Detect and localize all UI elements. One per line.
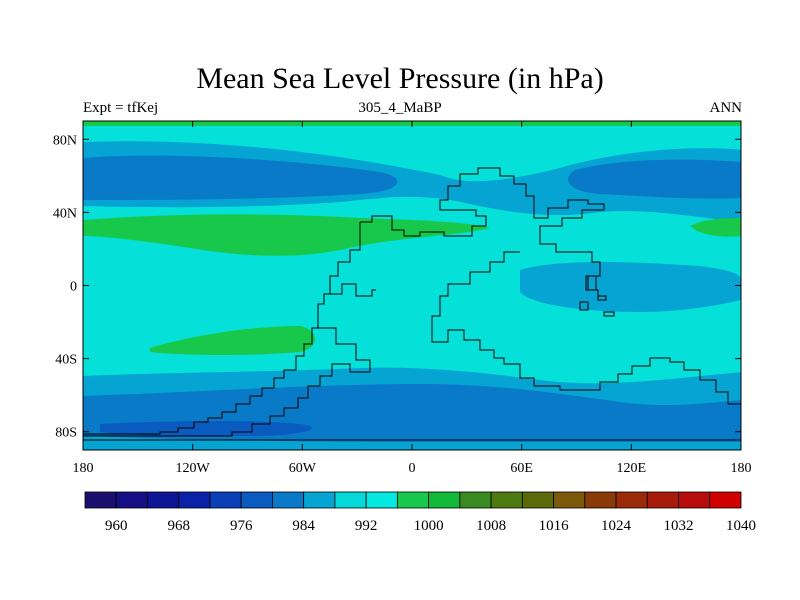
colorbar-label: 976 (230, 518, 253, 534)
colorbar-swatch (709, 491, 742, 509)
colorbar-swatch (334, 491, 367, 509)
colorbar-swatch (490, 491, 523, 509)
y-tick-label: 0 (70, 280, 77, 295)
north-pacific-high-east (690, 218, 741, 237)
colorbar-swatch (84, 491, 117, 509)
colorbar-label: 960 (105, 518, 128, 534)
season-label: ANN (709, 100, 743, 116)
pressure-map (83, 121, 741, 450)
time-label: 305_4_MaBP (358, 100, 442, 116)
colorbar-swatch (396, 491, 430, 509)
colorbar-swatch (646, 491, 679, 509)
y-tick-label: 40S (55, 353, 77, 368)
colorbar-swatch (209, 491, 242, 509)
colorbar-label: 984 (292, 518, 315, 534)
south-subtropical-high (150, 326, 315, 355)
map-axes: 180 120W 60W 0 60E 120E 180 80N 40N 0 40S 80S (53, 121, 752, 476)
colorbar-swatch (428, 491, 461, 509)
colorbar-swatch (521, 491, 554, 509)
x-tick-label: 60W (289, 461, 317, 476)
colorbar-label: 1000 (414, 518, 444, 534)
colorbar-swatch (615, 491, 648, 509)
north-low-inner (83, 155, 398, 200)
experiment-label: Expt = tfKej (83, 100, 159, 116)
colorbar-swatch (178, 491, 211, 509)
colorbar-swatch (272, 491, 305, 509)
colorbar-swatch (147, 491, 180, 509)
coastline-southern-continent (83, 222, 741, 441)
x-tick-label: 120W (176, 461, 211, 476)
y-tick-label: 40N (53, 206, 77, 221)
x-tick-label: 120E (617, 461, 647, 476)
colorbar-swatch (240, 491, 273, 509)
colorbar-label: 1024 (601, 518, 632, 534)
y-tick-label: 80N (53, 133, 77, 148)
colorbar-swatch (459, 491, 492, 509)
equatorial-trough (520, 262, 741, 312)
x-tick-label: 60E (510, 461, 533, 476)
coastline-islands (579, 275, 615, 317)
colorbar-swatch (678, 491, 711, 509)
colorbar-swatch (115, 491, 148, 509)
colorbar-swatch (303, 491, 336, 509)
north-subtropical-high (83, 214, 490, 256)
colorbar-label: 1016 (539, 518, 570, 534)
colorbar-label: 1032 (664, 518, 694, 534)
colorbar-swatch (584, 491, 617, 509)
coastline-northern-continent (360, 167, 741, 405)
x-tick-label: 180 (731, 461, 752, 476)
chart-title: Mean Sea Level Pressure (in hPa) (196, 62, 604, 95)
y-tick-label: 80S (55, 426, 77, 441)
southern-low-core (100, 421, 312, 436)
colorbar: 960 968 976 984 992 1000 1008 1016 1024 1032 1040 (84, 491, 756, 534)
x-tick-label: 0 (409, 461, 416, 476)
x-tick-label: 180 (73, 461, 94, 476)
colorbar-swatch (365, 491, 398, 509)
north-low-east (568, 159, 741, 199)
colorbar-label: 1040 (726, 518, 756, 534)
colorbar-swatch (553, 491, 586, 509)
colorbar-label: 968 (167, 518, 190, 534)
colorbar-label: 1008 (476, 518, 506, 534)
colorbar-label: 992 (355, 518, 378, 534)
